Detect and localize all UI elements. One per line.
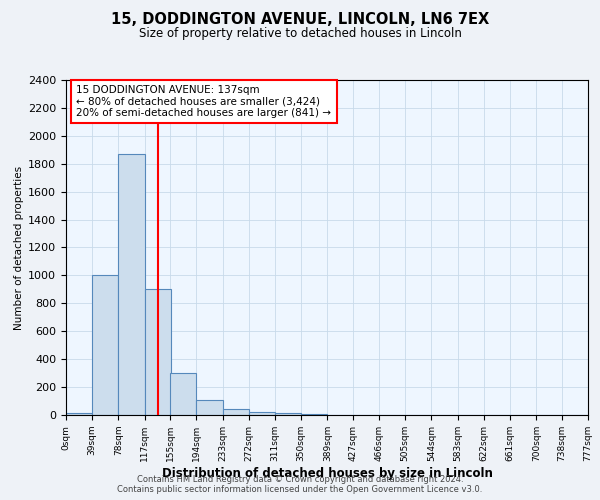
Bar xyxy=(223,410,249,415)
Bar xyxy=(275,413,301,415)
Bar xyxy=(118,154,145,415)
X-axis label: Distribution of detached houses by size in Lincoln: Distribution of detached houses by size … xyxy=(161,466,493,479)
Text: 15 DODDINGTON AVENUE: 137sqm
← 80% of detached houses are smaller (3,424)
20% of: 15 DODDINGTON AVENUE: 137sqm ← 80% of de… xyxy=(76,85,331,118)
Text: 15, DODDINGTON AVENUE, LINCOLN, LN6 7EX: 15, DODDINGTON AVENUE, LINCOLN, LN6 7EX xyxy=(111,12,489,28)
Text: Size of property relative to detached houses in Lincoln: Size of property relative to detached ho… xyxy=(139,28,461,40)
Y-axis label: Number of detached properties: Number of detached properties xyxy=(14,166,24,330)
Bar xyxy=(66,413,92,415)
Bar xyxy=(301,414,328,415)
Bar xyxy=(249,412,275,415)
Bar xyxy=(92,276,118,415)
Text: Contains HM Land Registry data © Crown copyright and database right 2024.
Contai: Contains HM Land Registry data © Crown c… xyxy=(118,474,482,494)
Bar xyxy=(170,373,196,415)
Bar xyxy=(196,400,223,415)
Bar xyxy=(145,290,171,415)
